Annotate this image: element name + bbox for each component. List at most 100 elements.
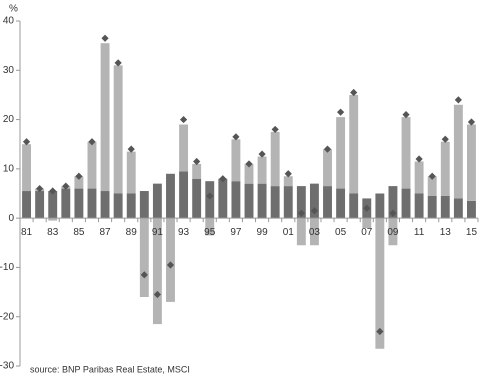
total-marker (350, 88, 358, 97)
x-tick-label: 99 (257, 227, 269, 238)
x-tick-label: 07 (361, 227, 373, 238)
total-marker (337, 108, 345, 116)
bar-segment (48, 218, 58, 221)
total-marker (402, 111, 410, 119)
bar-segment (126, 193, 136, 219)
bar-segment (48, 191, 58, 219)
bar-segment (205, 181, 215, 219)
bar-segment (323, 149, 332, 187)
x-tick-label: 81 (21, 227, 33, 238)
bar-segment (205, 218, 215, 236)
total-marker (415, 155, 423, 163)
total-marker (245, 160, 253, 168)
total-marker (127, 145, 135, 153)
bar-segment (467, 124, 476, 201)
bar-segment (375, 218, 385, 349)
x-tick-label: 09 (387, 227, 399, 238)
bar-segment (74, 176, 84, 189)
total-marker (310, 207, 319, 215)
bar-segment (244, 163, 254, 184)
total-marker (363, 204, 371, 212)
total-marker (389, 209, 397, 217)
bar-segment (309, 183, 319, 219)
y-axis-label: % (9, 4, 18, 15)
bar-segment (336, 188, 346, 219)
bar-segment (139, 218, 149, 297)
bar-segment (296, 186, 306, 219)
bar-segment (414, 161, 424, 194)
bar-segment (152, 218, 162, 325)
bar-segment (270, 131, 280, 187)
total-marker (271, 125, 279, 134)
x-tick-label: 13 (440, 227, 452, 238)
bar-segment (35, 191, 45, 219)
bar-segment (126, 151, 136, 194)
y-tick-label: -10 (0, 262, 14, 273)
bar-segment (414, 193, 424, 219)
bar-segment (61, 188, 71, 219)
bar-segment (22, 191, 31, 219)
total-marker (75, 172, 83, 180)
total-marker (140, 271, 148, 279)
bar-segment (349, 193, 359, 219)
bar-segment (166, 173, 175, 219)
bar-segment (375, 193, 385, 219)
total-marker (36, 184, 44, 193)
x-tick-label: 93 (178, 227, 190, 238)
total-marker (101, 34, 109, 42)
x-tick-label: 97 (230, 227, 242, 238)
bar-segment (179, 124, 189, 172)
total-marker (454, 96, 462, 104)
bar-segment (244, 183, 254, 219)
total-marker (49, 187, 57, 195)
bar-segment (362, 218, 372, 228)
bar-segment (427, 195, 437, 219)
bar-segment (257, 183, 267, 219)
total-marker (323, 145, 332, 153)
source: source: BNP Paribas Real Estate, MSCI (30, 364, 190, 374)
bar-segment (22, 144, 31, 192)
bar-segment (309, 218, 319, 246)
bar-segment (323, 186, 332, 219)
y-tick-label: 0 (8, 213, 14, 224)
bar-segment (74, 188, 84, 219)
bar-segment (388, 218, 398, 246)
bar-segment (270, 186, 280, 219)
bar-segment (257, 156, 267, 184)
total-marker (114, 59, 122, 67)
bar-segment (192, 178, 202, 219)
bar-segment (218, 178, 228, 219)
total-marker (376, 327, 384, 336)
bar-segment (401, 117, 411, 189)
bar-segment (349, 94, 359, 194)
y-tick-label: -20 (0, 311, 14, 322)
total-marker (297, 209, 305, 217)
bar-segment (152, 183, 162, 219)
total-marker (166, 261, 175, 269)
total-marker (232, 133, 240, 141)
bar-segment (113, 65, 123, 194)
x-tick-label: 01 (283, 227, 295, 238)
y-tick-label: 40 (3, 16, 15, 27)
y-tick-label: -30 (0, 361, 14, 372)
bar-segment (427, 176, 437, 196)
bar-segment (139, 191, 149, 219)
y-tick-label: 20 (3, 114, 15, 125)
bar-segment (113, 193, 123, 219)
total-marker (62, 182, 70, 190)
bar-segment (401, 188, 411, 219)
bar-segment (453, 198, 463, 219)
bar-segment (100, 43, 110, 192)
bar-segment (166, 218, 175, 302)
bar-segment (440, 141, 450, 196)
total-marker (284, 170, 292, 178)
y-tick-label: 10 (3, 163, 15, 174)
bar-segment (231, 181, 241, 219)
bar-segment (283, 176, 293, 187)
x-tick-label: 11 (414, 227, 425, 238)
bar-segment (179, 171, 189, 219)
bar-segment (388, 186, 398, 219)
bar-segment (296, 218, 306, 246)
x-tick-label: 89 (126, 227, 138, 238)
